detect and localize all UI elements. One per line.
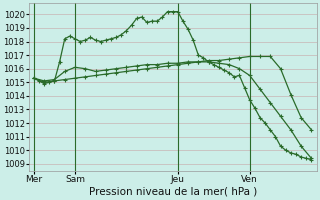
X-axis label: Pression niveau de la mer( hPa ): Pression niveau de la mer( hPa ) [89, 187, 257, 197]
